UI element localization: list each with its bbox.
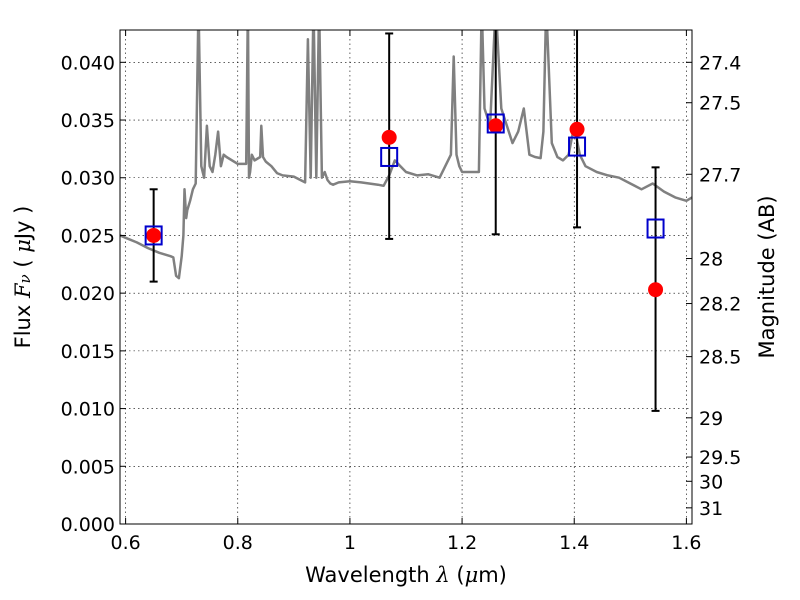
x-axis: 0.6 0.8 1 1.2 1.4 1.6 xyxy=(110,30,702,554)
y2-tick-label: 30 xyxy=(699,471,723,493)
chart-grid xyxy=(120,30,692,525)
data-point-circle xyxy=(381,129,397,145)
y2-tick-label: 27.4 xyxy=(699,52,741,74)
data-point-circle xyxy=(488,118,504,134)
data-point-circle xyxy=(648,282,664,298)
y2-tick-label: 28.5 xyxy=(699,347,741,369)
y-axis-label: Flux Fν ( μJy ) xyxy=(11,206,35,349)
y2-tick-label: 28.2 xyxy=(699,294,741,316)
x-tick-label: 0.8 xyxy=(223,532,253,554)
x-tick-label: 1.4 xyxy=(559,532,589,554)
y2-axis: 27.4 27.5 27.7 28 28.2 28.5 29 29.530 31 xyxy=(686,52,741,520)
data-point-square xyxy=(144,225,163,246)
data-point-square xyxy=(646,218,665,239)
x-tick-label: 1.6 xyxy=(671,532,701,554)
y2-tick-label: 31 xyxy=(699,498,723,520)
y2-tick-label: 29 xyxy=(699,408,723,430)
data-point-circle xyxy=(569,121,585,137)
y-axis: 0.000 0.005 0.010 0.015 0.020 0.025 0.030 0.035… xyxy=(61,52,126,536)
plot-frame xyxy=(119,29,693,525)
y-tick-label: 0.000 xyxy=(61,514,115,536)
y2-tick-label: 29.5 xyxy=(699,447,741,469)
y-tick-label: 0.020 xyxy=(61,283,115,305)
x-axis-label: Wavelength λ (μm) xyxy=(305,563,507,587)
data-point-square xyxy=(568,136,587,157)
x-tick-label: 1.2 xyxy=(447,532,477,554)
x-tick-label: 1 xyxy=(344,532,356,554)
x-tick-label: 0.6 xyxy=(110,532,140,554)
y-tick-label: 0.010 xyxy=(61,399,115,421)
plot-area xyxy=(120,30,692,412)
data-point-square xyxy=(380,146,399,167)
y-tick-label: 0.030 xyxy=(61,168,115,190)
y2-tick-label: 28 xyxy=(699,249,723,271)
y-tick-label: 0.015 xyxy=(61,341,115,363)
y2-tick-label: 27.5 xyxy=(699,93,741,115)
y-tick-label: 0.035 xyxy=(61,110,115,132)
data-point-circle xyxy=(146,227,162,243)
spectrum-line xyxy=(120,30,692,280)
data-point-square xyxy=(486,113,505,134)
y-tick-label: 0.040 xyxy=(61,52,115,74)
y-tick-label: 0.025 xyxy=(61,225,115,247)
y2-tick-label: 27.7 xyxy=(699,164,741,186)
y-tick-label: 0.005 xyxy=(61,456,115,478)
error-bar xyxy=(573,30,582,229)
y2-axis-label: Magnitude (AB) xyxy=(755,195,779,358)
